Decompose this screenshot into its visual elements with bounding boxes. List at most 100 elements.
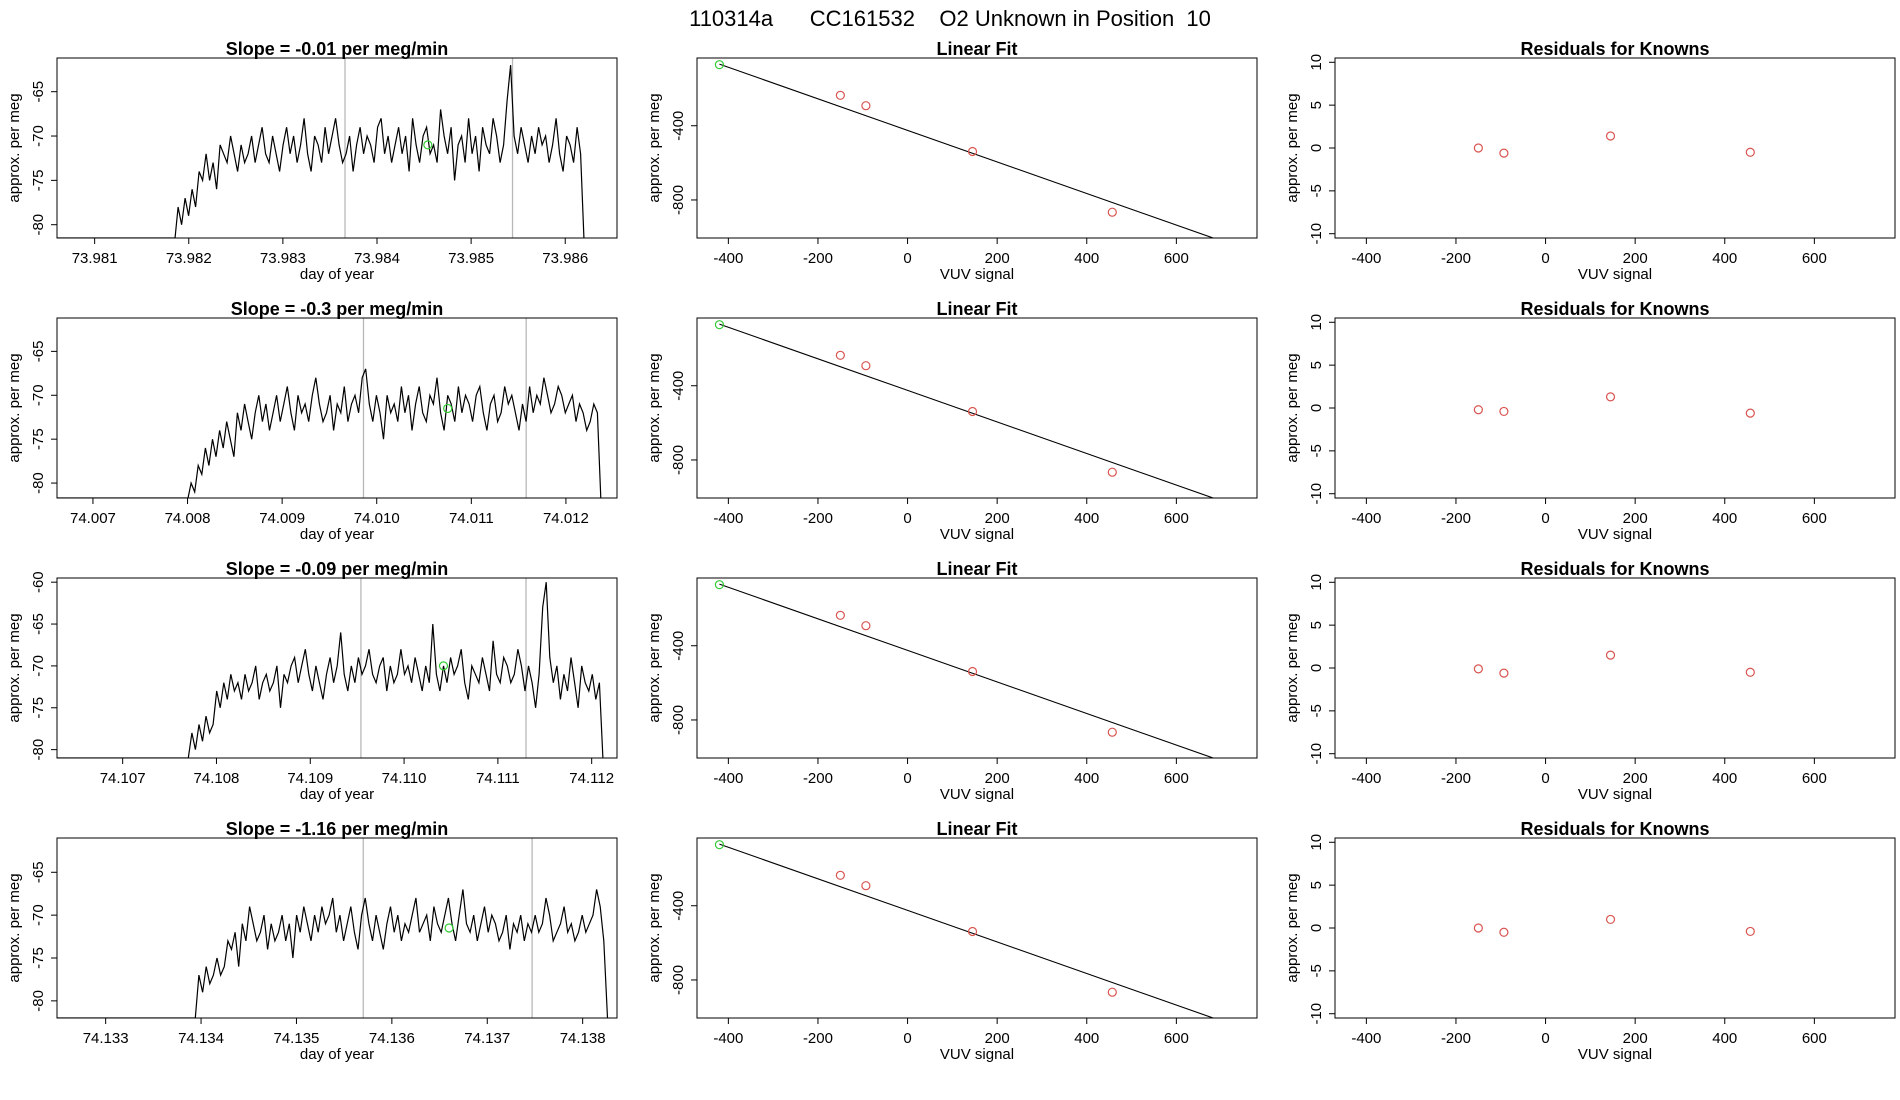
panel-title: Linear Fit: [936, 39, 1017, 59]
y-tick-label: -70: [30, 125, 47, 147]
known-point: [1473, 405, 1483, 415]
known-point: [835, 90, 845, 100]
y-tick-label: 0: [1308, 924, 1325, 932]
y-tick-label: -80: [30, 739, 47, 761]
x-axis-label: VUV signal: [940, 526, 1014, 543]
known-point: [967, 926, 978, 937]
x-axis-label: VUV signal: [1578, 526, 1652, 543]
x-tick-label: 400: [1712, 250, 1737, 267]
x-tick-label: 74.009: [259, 510, 305, 527]
y-tick-label: -800: [670, 965, 687, 995]
plot-frame: [696, 57, 1258, 239]
known-point: [1499, 668, 1509, 678]
x-tick-label: 73.981: [72, 250, 118, 267]
fit-line: [719, 63, 1215, 238]
x-tick-label: 600: [1164, 1030, 1189, 1047]
y-tick-label: -70: [30, 904, 47, 926]
plot-area: [714, 320, 1215, 498]
known-point: [1605, 914, 1616, 925]
plot-area: [714, 840, 1215, 1018]
x-tick-label: 74.135: [274, 1030, 320, 1047]
panel-title: Residuals for Knowns: [1520, 559, 1709, 579]
known-point: [861, 361, 871, 371]
unknown-point: [714, 60, 725, 70]
x-axis-label: day of year: [300, 1046, 374, 1063]
known-point: [835, 350, 845, 360]
x-tick-label: -400: [1351, 770, 1381, 787]
x-axis-label: day of year: [300, 786, 374, 803]
x-tick-label: 74.111: [476, 770, 520, 787]
chart-panel-9: -400 -200 0 200 400 600 -10 -5 0 5 10 Residuals for…: [1284, 559, 1896, 803]
known-point: [1107, 727, 1117, 737]
x-axis-label: day of year: [300, 266, 374, 283]
panel-title: Linear Fit: [936, 819, 1017, 839]
x-axis-label: VUV signal: [940, 266, 1014, 283]
y-tick-label: -5: [1308, 444, 1325, 457]
y-tick-label: 10: [1308, 54, 1325, 71]
plot-area: [1473, 650, 1755, 678]
y-tick-label: -80: [30, 214, 47, 236]
known-point: [1499, 148, 1509, 158]
signal-trace: [57, 65, 585, 238]
y-tick-label: -65: [30, 341, 47, 363]
y-tick-label: -65: [30, 81, 47, 103]
y-axis-label: approx. per meg: [1284, 613, 1301, 722]
panel-title: Residuals for Knowns: [1520, 39, 1709, 59]
y-axis-label: approx. per meg: [1284, 873, 1301, 982]
plot-area: [714, 580, 1215, 758]
y-tick-label: -65: [30, 613, 47, 635]
unknown-marker: [444, 923, 454, 933]
panel-title: Linear Fit: [936, 559, 1017, 579]
known-point: [1473, 143, 1483, 153]
plot-frame: [56, 57, 618, 239]
y-axis-label: approx. per meg: [6, 353, 23, 462]
x-tick-label: 74.011: [449, 510, 494, 527]
x-tick-label: 0: [903, 1030, 911, 1047]
x-tick-label: 200: [1623, 1030, 1648, 1047]
panel-title: Residuals for Knowns: [1520, 819, 1709, 839]
x-tick-label: -400: [713, 250, 743, 267]
x-tick-label: -400: [1351, 250, 1381, 267]
x-tick-label: 73.982: [166, 250, 212, 267]
unknown-point: [714, 320, 725, 330]
x-tick-label: -200: [1441, 770, 1471, 787]
y-tick-label: -70: [30, 384, 47, 406]
x-tick-label: 600: [1802, 250, 1827, 267]
x-tick-label: 600: [1802, 510, 1827, 527]
x-tick-label: 74.137: [464, 1030, 510, 1047]
x-axis-label: VUV signal: [940, 786, 1014, 803]
x-tick-label: 74.108: [194, 770, 240, 787]
known-point: [967, 406, 978, 417]
plot-area: [57, 838, 609, 1018]
y-tick-label: -75: [30, 947, 47, 969]
y-tick-label: 0: [1308, 404, 1325, 412]
y-tick-label: 0: [1308, 664, 1325, 672]
known-point: [1605, 650, 1616, 660]
y-axis-label: approx. per meg: [646, 873, 663, 982]
y-tick-label: -10: [1308, 223, 1325, 245]
chart-panel-7: 74.107 74.108 74.109 74.110 74.111 74.112 -80 -…: [6, 559, 618, 803]
plot-frame: [56, 317, 618, 499]
y-tick-label: 5: [1308, 101, 1325, 109]
known-point: [1499, 927, 1509, 937]
y-tick-label: -10: [1308, 483, 1325, 505]
known-point: [967, 146, 978, 157]
x-tick-label: -400: [1351, 510, 1381, 527]
x-tick-label: -200: [1441, 510, 1471, 527]
y-tick-label: -400: [670, 891, 687, 921]
x-tick-label: 73.984: [354, 250, 400, 267]
x-tick-label: 200: [1623, 770, 1648, 787]
plot-area: [57, 578, 604, 758]
x-tick-label: 74.134: [178, 1030, 224, 1047]
x-tick-label: 74.107: [100, 770, 146, 787]
chart-panel-6: -400 -200 0 200 400 600 -10 -5 0 5 10 Residuals for…: [1284, 299, 1896, 543]
y-axis-label: approx. per meg: [646, 613, 663, 722]
signal-trace: [57, 889, 609, 1018]
fit-line: [719, 323, 1215, 498]
y-tick-label: -70: [30, 655, 47, 677]
panel-title: Slope = -1.16 per meg/min: [226, 819, 449, 839]
x-tick-label: 74.112: [569, 770, 614, 787]
x-tick-label: 200: [1623, 510, 1648, 527]
x-tick-label: 600: [1164, 250, 1189, 267]
plot-area: [1473, 392, 1755, 418]
